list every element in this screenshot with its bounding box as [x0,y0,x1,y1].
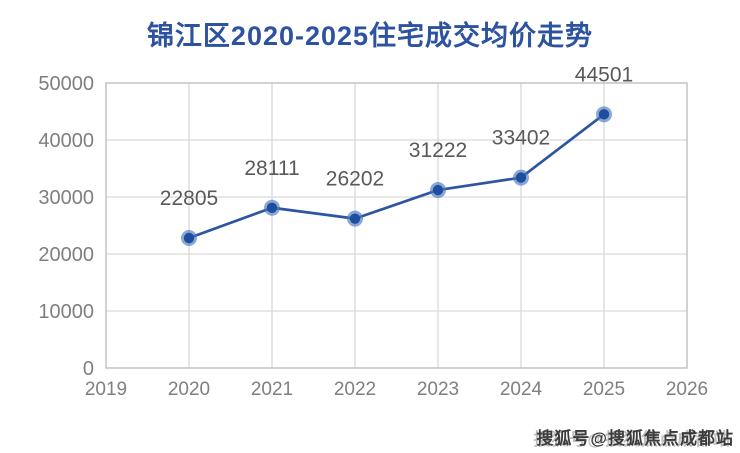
x-axis-tick-label: 2022 [334,379,376,400]
data-point-label: 33402 [492,127,550,150]
y-axis-tick-label: 50000 [38,73,94,95]
data-point-label: 31222 [409,139,467,162]
x-axis-tick-label: 2023 [417,379,459,400]
y-axis-tick-label: 30000 [38,187,94,209]
y-axis-tick-label: 40000 [38,130,94,152]
x-axis-tick-label: 2026 [666,379,708,400]
plot-area-border [105,82,688,369]
x-axis-tick-label: 2020 [168,379,210,400]
chart-title: 锦江区2020-2025住宅成交均价走势 [146,21,594,51]
y-axis-tick-label: 20000 [38,244,94,266]
x-axis-tick-label: 2021 [251,379,293,400]
data-point-label: 22805 [160,187,218,210]
data-point-label: 44501 [575,63,633,86]
data-point-label: 26202 [326,168,384,191]
x-axis-tick-label: 2025 [583,379,625,400]
y-axis-tick-label: 0 [83,358,94,380]
data-point-label: 28111 [244,157,299,180]
data-point [266,202,278,213]
y-axis-tick-label: 10000 [38,301,94,323]
data-point [598,109,610,120]
x-axis-tick-label: 2024 [500,379,543,400]
watermark: 搜狐号@搜狐焦点成都站 [536,429,734,448]
data-point [183,232,195,244]
data-point [432,184,444,196]
trend-line [187,112,606,240]
data-point [515,172,527,183]
x-axis-tick-label: 2019 [85,379,127,400]
data-point [349,213,361,224]
